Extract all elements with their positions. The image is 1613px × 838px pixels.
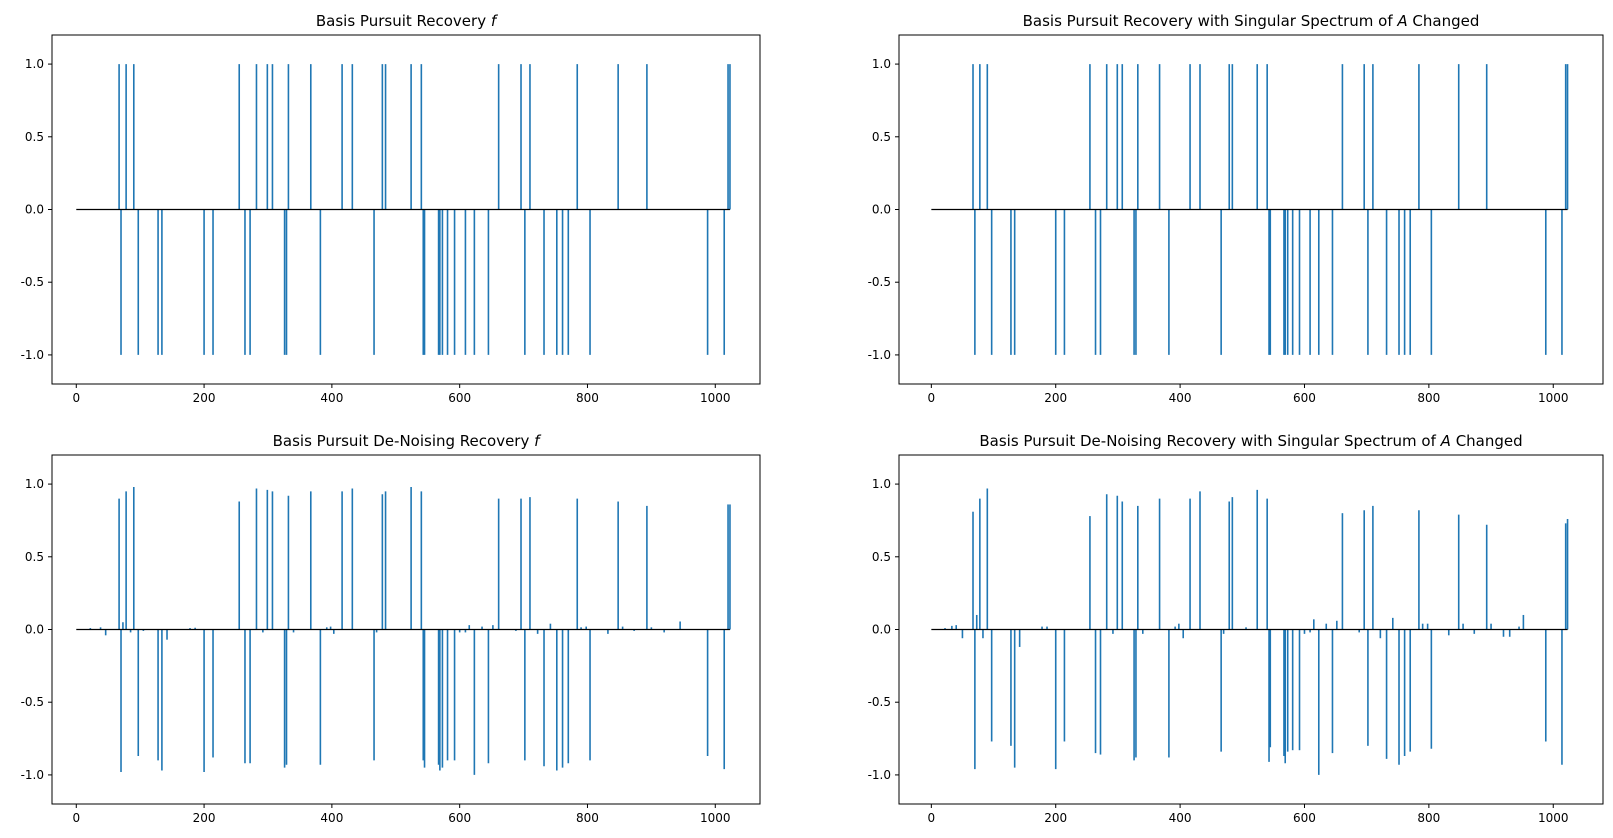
chart-title-tail: Changed: [1408, 12, 1480, 30]
x-tick-label: 1000: [700, 391, 731, 405]
x-tick-label: 800: [576, 391, 599, 405]
chart-title-symbol: A: [1440, 432, 1451, 450]
y-tick-label: 0.0: [25, 623, 44, 637]
y-tick-label: -1.0: [868, 768, 891, 782]
x-tick-label: 0: [928, 811, 936, 825]
x-tick-label: 200: [193, 811, 216, 825]
subplot-grid: Basis Pursuit Recovery f 0 200 400 600 800 100…: [21, 12, 1604, 825]
x-tick-label: 400: [320, 811, 343, 825]
y-tick-label: 0.0: [25, 203, 44, 217]
x-tick-label: 0: [72, 391, 80, 405]
chart-title-text: Basis Pursuit Recovery: [316, 12, 491, 30]
subplot-3: Basis Pursuit De-Noising Recovery f 0 200 4…: [21, 432, 761, 825]
y-tick-label: 0.5: [872, 130, 891, 144]
y-tick-label: 1.0: [25, 477, 44, 491]
x-tick-label: 800: [1417, 811, 1440, 825]
x-tick-label: 600: [448, 391, 471, 405]
chart-title-text: Basis Pursuit Recovery with Singular Spe…: [1023, 12, 1398, 30]
y-tick-label: 0.0: [872, 623, 891, 637]
x-tick-label: 1000: [1538, 811, 1569, 825]
y-tick-label: 0.5: [25, 130, 44, 144]
chart-title-text: Basis Pursuit De-Noising Recovery: [273, 432, 535, 450]
x-tick-label: 600: [1293, 811, 1316, 825]
y-tick-label: -0.5: [21, 275, 44, 289]
chart-title-symbol: f: [534, 432, 542, 450]
x-tick-label: 800: [576, 811, 599, 825]
x-tick-label: 600: [1293, 391, 1316, 405]
y-tick-label: 0.5: [25, 550, 44, 564]
subplot-1: Basis Pursuit Recovery f 0 200 400 600 800 100…: [21, 12, 761, 405]
x-tick-label: 600: [448, 811, 471, 825]
x-tick-label: 0: [72, 811, 80, 825]
y-tick-label: 0.0: [872, 203, 891, 217]
x-tick-label: 200: [1044, 391, 1067, 405]
y-tick-label: 0.5: [872, 550, 891, 564]
chart-title-symbol: f: [491, 12, 499, 30]
subplot-2: Basis Pursuit Recovery with Singular Spe…: [868, 12, 1604, 405]
stem-series: [944, 488, 1569, 775]
chart-title: Basis Pursuit De-Noising Recovery f: [273, 432, 543, 450]
x-tick-label: 1000: [700, 811, 731, 825]
chart-title-symbol: A: [1396, 12, 1407, 30]
y-tick-label: 1.0: [872, 477, 891, 491]
chart-title: Basis Pursuit De-Noising Recovery with S…: [979, 432, 1522, 450]
y-tick-label: -0.5: [868, 695, 891, 709]
x-tick-label: 200: [193, 391, 216, 405]
chart-title: Basis Pursuit Recovery f: [316, 12, 499, 30]
x-tick-label: 0: [928, 391, 936, 405]
stem-series: [972, 64, 1569, 355]
stem-series: [89, 486, 731, 775]
subplot-4: Basis Pursuit De-Noising Recovery with S…: [868, 432, 1604, 825]
x-tick-label: 200: [1044, 811, 1067, 825]
y-tick-label: -1.0: [868, 348, 891, 362]
chart-title-text: Basis Pursuit De-Noising Recovery with S…: [979, 432, 1440, 450]
y-tick-label: -0.5: [21, 695, 44, 709]
chart-title: Basis Pursuit Recovery with Singular Spe…: [1023, 12, 1480, 30]
chart-title-tail: Changed: [1451, 432, 1523, 450]
y-tick-label: 1.0: [25, 57, 44, 71]
y-tick-label: -0.5: [868, 275, 891, 289]
stem-series: [118, 64, 731, 355]
x-tick-label: 1000: [1538, 391, 1569, 405]
x-tick-label: 800: [1417, 391, 1440, 405]
y-tick-label: 1.0: [872, 57, 891, 71]
x-tick-label: 400: [320, 391, 343, 405]
y-tick-label: -1.0: [21, 348, 44, 362]
x-tick-label: 400: [1169, 811, 1192, 825]
x-tick-label: 400: [1169, 391, 1192, 405]
y-tick-label: -1.0: [21, 768, 44, 782]
